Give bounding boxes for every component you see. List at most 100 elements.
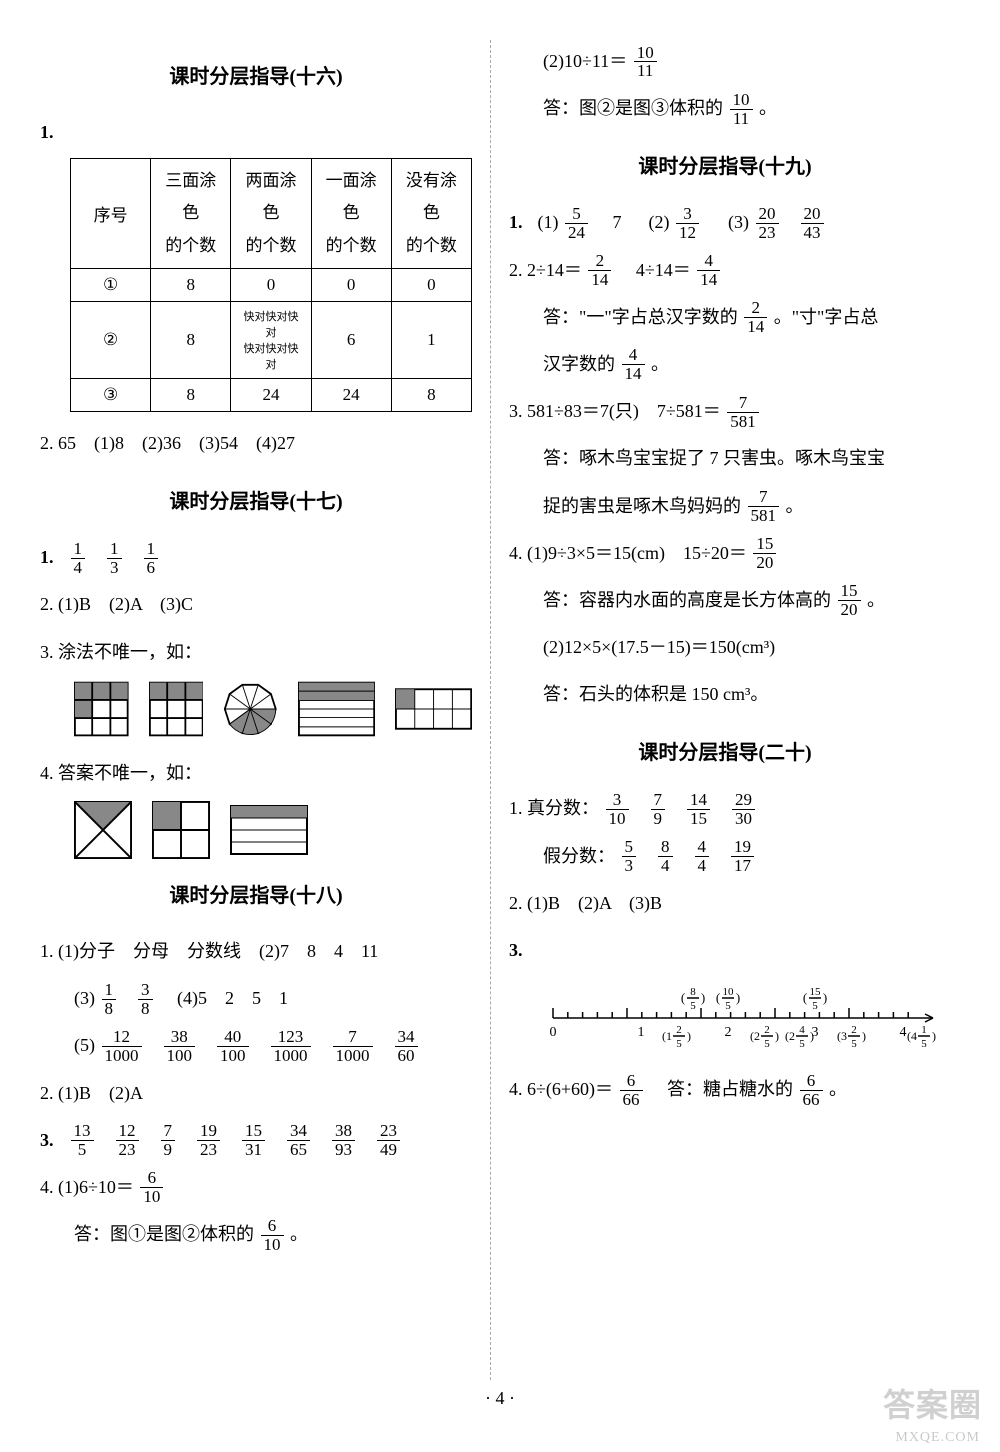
x-square-icon: [74, 801, 132, 859]
frac: 1520: [836, 590, 863, 610]
q17-1: 1. 141316: [40, 536, 472, 579]
frac: 1011: [632, 51, 659, 71]
q19-2a2: 汉字数的 414 。: [509, 343, 941, 386]
q19-4b-ans: 答：石头的体积是 150 cm³。: [509, 673, 941, 716]
watermark-sub: MXQE.COM: [895, 1430, 980, 1446]
frac: 7581: [746, 496, 782, 516]
txt: 。: [829, 1079, 847, 1099]
txt: (4)5 2 5 1: [159, 988, 288, 1008]
txt: 。: [651, 354, 669, 374]
txt: 4÷14＝: [618, 260, 691, 280]
frac: 7581: [725, 401, 761, 421]
svg-text:5: 5: [725, 1000, 731, 1012]
q18-3: 3. 13512237919231531346538932349: [40, 1119, 472, 1162]
txt: 答："一"字占总汉字数的: [543, 307, 738, 327]
frac: 666: [798, 1079, 825, 1099]
txt: 4. (1)6÷10＝: [40, 1177, 134, 1197]
svg-text:): ): [775, 1029, 779, 1043]
q17-4-diagrams: [40, 801, 472, 859]
q19-3a2: 捉的害虫是啄木鸟妈妈的 7581 。: [509, 485, 941, 528]
page: 课时分层指导(十六) 1. 序号三面涂色的个数两面涂色的个数一面涂色的个数没有涂…: [0, 0, 1000, 1452]
frac-list: 12100038100401001231000710003460: [100, 1035, 420, 1055]
table-head-row: 序号三面涂色的个数两面涂色的个数一面涂色的个数没有涂色的个数: [71, 159, 472, 269]
frac-list: 13512237919231531346538932349: [69, 1130, 403, 1150]
q17-3-diagrams: [40, 680, 472, 738]
svg-text:): ): [687, 1029, 691, 1043]
frac: 610: [259, 1224, 286, 1244]
svg-text:4: 4: [799, 1024, 805, 1036]
frac: 414: [620, 354, 647, 374]
svg-text:5: 5: [799, 1038, 805, 1050]
q-num: 3.: [509, 929, 533, 972]
q19-2: 2. 2÷14＝ 214 4÷14＝ 414: [509, 249, 941, 292]
txt: 答：图②是图③体积的: [543, 98, 723, 118]
svg-text:4: 4: [900, 1025, 907, 1040]
q17-3: 3. 涂法不唯一，如：: [40, 631, 472, 674]
svg-text:(: (: [681, 990, 685, 1005]
right-column: (2)10÷11＝ 1011 答：图②是图③体积的 1011 。 课时分层指导(…: [491, 40, 941, 1380]
grid-2x2-icon: [152, 801, 210, 859]
txt: 汉字数的: [543, 354, 615, 374]
txt: 。: [759, 98, 777, 118]
section-title-16: 课时分层指导(十六): [40, 60, 472, 89]
frac: 414: [695, 260, 722, 280]
svg-text:5: 5: [764, 1038, 770, 1050]
txt: 捉的害虫是啄木鸟妈妈的: [543, 496, 741, 516]
svg-text:5: 5: [812, 1000, 818, 1012]
frac: 1011: [728, 98, 755, 118]
frac-list: 5384441917: [620, 846, 757, 866]
txt: 2. 2÷14＝: [509, 260, 582, 280]
svg-text:): ): [932, 1029, 936, 1043]
q18-1a: 1. (1)分子 分母 分数线 (2)7 8 4 11: [40, 930, 472, 973]
txt: 答：容器内水面的高度是长方体高的: [543, 590, 831, 610]
q19-2a1: 答："一"字占总汉字数的 214 。"寸"字占总: [509, 296, 941, 339]
frac-list: 141316: [69, 547, 161, 567]
frac-list: 20232043: [754, 212, 826, 232]
frac-list: 1838: [100, 988, 155, 1008]
q19-4a: 4. (1)9÷3×5＝15(cm) 15÷20＝ 1520: [509, 532, 941, 575]
hstripes-icon: [298, 680, 375, 738]
svg-text:5: 5: [676, 1038, 682, 1050]
txt: (3): [728, 212, 749, 232]
number-line: 01234()85()105()155(125)(225)(245)(325)(…: [543, 978, 941, 1068]
txt: 。: [867, 590, 885, 610]
txt: 。"寸"字占总: [774, 307, 879, 327]
svg-text:5: 5: [851, 1038, 857, 1050]
q20-4: 4. 6÷(6+60)＝ 666 答：糖占糖水的 666 。: [509, 1068, 941, 1111]
q18-1c: (5) 12100038100401001231000710003460: [40, 1024, 472, 1067]
q18c-2: 答：图②是图③体积的 1011 。: [509, 87, 941, 130]
svg-text:(4: (4: [907, 1029, 917, 1043]
txt: 答：糖占糖水的: [649, 1079, 793, 1099]
q20-1b: 假分数： 5384441917: [509, 835, 941, 878]
txt: 3. 581÷83＝7(只) 7÷581＝: [509, 401, 721, 421]
q16-1: 1.: [40, 111, 472, 154]
q19-3: 3. 581÷83＝7(只) 7÷581＝ 7581: [509, 390, 941, 433]
grid-2x4-icon: [395, 687, 472, 731]
q19-4b: (2)12×5×(17.5－15)＝150(cm³): [509, 626, 941, 669]
section-title-19: 课时分层指导(十九): [509, 150, 941, 179]
txt: 。: [786, 496, 804, 516]
txt: 7: [595, 212, 622, 232]
svg-text:): ): [810, 1029, 814, 1043]
svg-text:10: 10: [723, 986, 735, 998]
q18-4a: 4. (1)6÷10＝ 610: [40, 1166, 472, 1209]
q17-2: 2. (1)B (2)A (3)C: [40, 583, 472, 626]
hstripes4-icon: [230, 805, 308, 855]
txt: 假分数：: [543, 846, 615, 866]
svg-text:0: 0: [550, 1025, 557, 1040]
txt: (3): [74, 988, 95, 1008]
q16-2: 2. 65 (1)8 (2)36 (3)54 (4)27: [40, 422, 472, 465]
decagon-icon: [223, 680, 278, 738]
svg-text:): ): [823, 990, 827, 1005]
frac: 214: [742, 307, 769, 327]
q18-1b: (3) 1838 (4)5 2 5 1: [40, 977, 472, 1020]
txt: (5): [74, 1035, 95, 1055]
section-title-17: 课时分层指导(十七): [40, 485, 472, 514]
q18-2: 2. (1)B (2)A: [40, 1072, 472, 1115]
table-body: ①8000②8快对快对快对 快对快对快对61③824248: [71, 269, 472, 412]
txt: (2): [649, 212, 670, 232]
svg-text:15: 15: [810, 986, 822, 998]
txt: (1): [538, 212, 559, 232]
q19-4a-ans: 答：容器内水面的高度是长方体高的 1520 。: [509, 579, 941, 622]
svg-text:2: 2: [676, 1024, 682, 1036]
